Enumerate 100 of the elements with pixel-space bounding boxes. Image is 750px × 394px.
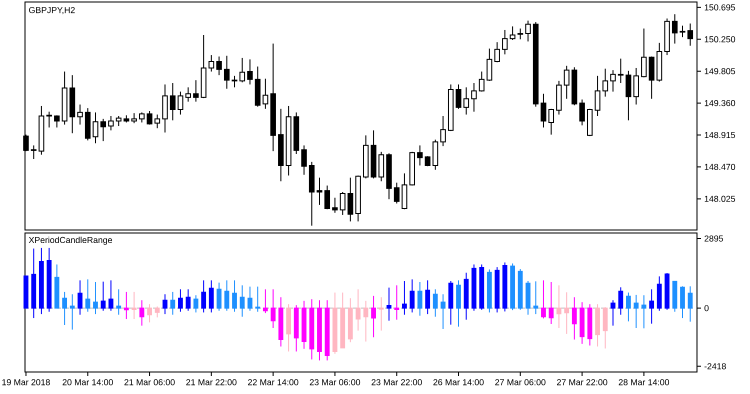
candlestick (186, 288, 191, 312)
y-tick-label: 148.025 (704, 196, 736, 202)
candlestick (170, 291, 176, 316)
candlestick (100, 281, 106, 312)
candlestick (108, 280, 114, 312)
candlestick (78, 280, 82, 316)
candlestick (440, 294, 446, 330)
candlestick (440, 116, 446, 147)
candlestick (232, 280, 237, 312)
candlestick (100, 118, 106, 142)
candlestick (193, 294, 198, 313)
x-tick-label: 28 Mar 14:00 (618, 379, 670, 386)
candlestick (648, 56, 654, 100)
candlestick (517, 28, 524, 40)
candlestick (108, 116, 114, 131)
candlestick (394, 284, 400, 320)
candlestick (510, 26, 516, 41)
candlestick (579, 99, 585, 126)
x-tick-label: 21 Mar 22:00 (186, 379, 237, 386)
y-tick-label: -2418 (704, 363, 726, 370)
candlestick (687, 23, 694, 46)
candlestick (248, 286, 252, 312)
candlestick (154, 306, 160, 318)
candlestick (502, 29, 508, 55)
x-tick-label: 27 Mar 22:00 (557, 379, 608, 386)
candlestick (232, 75, 238, 88)
candlestick (178, 288, 183, 312)
candlestick (386, 287, 392, 322)
candlestick (402, 172, 408, 210)
candlestick (525, 20, 531, 42)
chart-title: GBPJPY,H2 (29, 7, 75, 14)
candlestick (92, 112, 98, 144)
candlestick (594, 75, 600, 117)
candlestick (378, 296, 384, 332)
y-tick-label: 149.805 (704, 68, 736, 74)
candlestick (216, 56, 222, 76)
candlestick (680, 25, 686, 38)
candlestick (208, 54, 214, 72)
candlestick (680, 286, 685, 319)
candlestick (170, 82, 176, 121)
candlestick (618, 286, 624, 316)
candlestick (402, 280, 407, 316)
x-tick-label: 23 Mar 06:00 (310, 379, 360, 386)
candlestick (618, 58, 624, 84)
y-tick-label: 148.915 (704, 132, 736, 138)
candlestick (641, 28, 647, 78)
candlestick (548, 281, 554, 325)
candlestick (626, 292, 631, 322)
candlestick (410, 278, 415, 313)
candlestick (146, 110, 152, 126)
candlestick (93, 281, 98, 315)
candlestick (564, 292, 570, 334)
candlestick (363, 300, 368, 342)
candlestick (301, 144, 307, 176)
candlestick (208, 280, 214, 313)
candlestick (77, 104, 83, 126)
candlestick (633, 67, 639, 106)
candlestick (116, 288, 122, 316)
candlestick (185, 86, 191, 102)
x-tick-label: 19 Mar 2018 (2, 379, 50, 386)
x-tick-label: 21 Mar 06:00 (124, 379, 175, 386)
candlestick (471, 82, 477, 112)
candlestick (641, 294, 646, 329)
candlestick (602, 306, 608, 350)
x-tick-label: 27 Mar 06:00 (495, 379, 546, 386)
candlestick (124, 291, 129, 320)
candlestick (147, 304, 152, 323)
candlestick (688, 286, 693, 322)
x-tick-label: 20 Mar 14:00 (62, 379, 113, 386)
candlestick (139, 112, 145, 123)
candlestick (494, 42, 500, 63)
candlestick (116, 116, 122, 127)
x-tick-label: 26 Mar 14:00 (433, 379, 484, 386)
candlestick (201, 280, 206, 313)
candlestick (332, 197, 338, 214)
candlestick (456, 280, 461, 328)
candlestick (432, 288, 438, 318)
x-tick-label: 22 Mar 14:00 (248, 379, 298, 386)
candlestick (216, 282, 222, 312)
y-tick-label: 148.470 (704, 164, 736, 170)
candlestick (533, 280, 538, 315)
candlestick (316, 177, 322, 206)
candlestick (85, 278, 90, 312)
candlestick (394, 182, 400, 204)
candlestick (324, 185, 330, 210)
candlestick (540, 93, 546, 128)
candlestick (224, 280, 230, 312)
candlestick (262, 288, 268, 314)
candlestick (356, 288, 361, 332)
candlestick (626, 70, 632, 121)
y-tick-label: 150.695 (704, 4, 736, 10)
candlestick (572, 296, 577, 340)
candlestick (131, 112, 137, 124)
candlestick (132, 291, 137, 320)
y-tick-label: 2895 (704, 235, 724, 242)
candlestick (224, 55, 230, 90)
candlestick (178, 91, 184, 116)
candlestick (541, 280, 546, 319)
y-tick-label: 149.360 (704, 100, 736, 106)
candlestick (610, 300, 616, 326)
